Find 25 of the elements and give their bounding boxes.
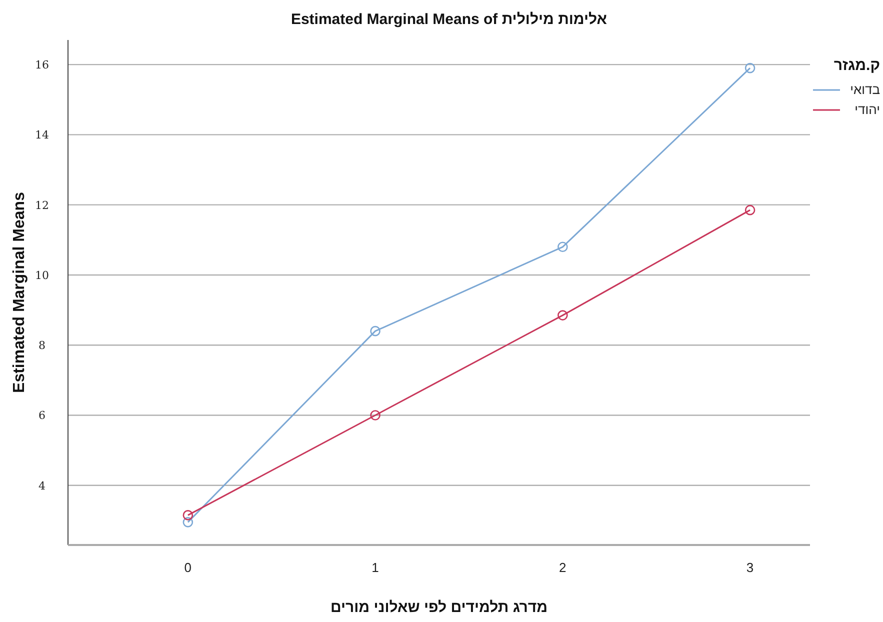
point <box>370 326 380 336</box>
legend-label: יהודי <box>854 102 880 117</box>
legend-label: בדואי <box>850 82 880 97</box>
y-tick-label: 16 <box>35 58 49 72</box>
x-tick-label: 1 <box>372 560 379 575</box>
y-axis-title: Estimated Marginal Means <box>11 192 28 393</box>
x-tick-label: 3 <box>746 560 754 575</box>
legend-title: ק.מגזר <box>834 57 880 74</box>
y-tick-label: 10 <box>35 268 49 282</box>
chart-title: Estimated Marginal Means of אלימות מילולית <box>290 11 608 28</box>
y-tick-label: 12 <box>35 198 49 212</box>
y-tick-label: 14 <box>35 128 49 142</box>
x-tick-label: 0 <box>184 560 192 575</box>
point <box>558 242 568 252</box>
x-axis-title: מדרג תלמידים לפי שאלוני מורים <box>330 599 548 616</box>
y-tick-label: 6 <box>38 409 46 422</box>
point <box>370 410 380 420</box>
point <box>744 62 756 74</box>
point <box>182 510 194 520</box>
y-tick-label: 4 <box>38 479 46 492</box>
point <box>558 310 568 320</box>
point <box>182 517 194 528</box>
x-tick-label: 2 <box>559 560 566 575</box>
point <box>744 204 756 216</box>
y-tick-label: 8 <box>38 339 46 352</box>
